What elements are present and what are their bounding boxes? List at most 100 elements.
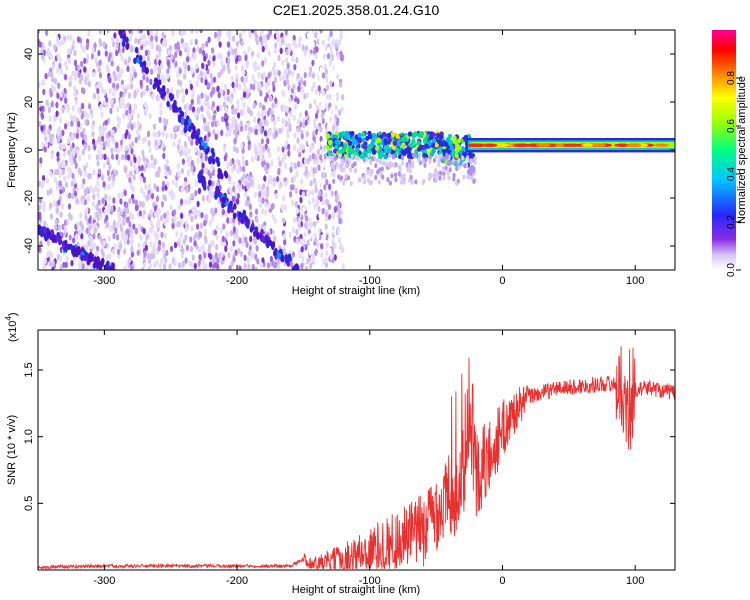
heatmap-noise-cell (232, 226, 236, 233)
heatmap-noise-cell (98, 80, 102, 88)
heatmap-noise-cell (77, 71, 81, 79)
heatmap-noise-cell (57, 82, 61, 90)
heatmap-noise-cell (254, 266, 258, 270)
heatmap-noise-cell (255, 216, 259, 223)
heatmap-noise-cell (223, 94, 227, 102)
heatmap-track-cell (270, 242, 275, 249)
heatmap-noise-cell (45, 177, 50, 184)
heatmap-track-cell (64, 246, 68, 253)
heatmap-halo-cell (451, 158, 455, 164)
heatmap-noise-cell (198, 246, 202, 253)
heatmap-noise-cell (42, 263, 46, 270)
heatmap-noise-cell (149, 241, 153, 248)
heatmap-track-cell (122, 30, 126, 36)
heatmap-noise-cell (190, 139, 194, 146)
heatmap-noise-cell (300, 78, 304, 85)
heatmap-noise-cell (289, 191, 293, 198)
heatmap-track-cell (34, 227, 38, 233)
heatmap-noise-cell (250, 30, 254, 34)
heatmap-noise-cell (140, 187, 144, 194)
heatmap-noise-cell (88, 172, 92, 180)
heatmap-noise-cell (238, 237, 242, 244)
heatmap-halo-cell (435, 172, 439, 178)
heatmap-gap-cell (304, 150, 307, 157)
heatmap-noise-cell (48, 116, 52, 123)
heatmap-noise-cell (293, 103, 297, 111)
heatmap-noise-cell (70, 114, 74, 121)
heatmap-noise-cell (337, 209, 341, 216)
heatmap-signal-cell (395, 133, 400, 139)
heatmap-noise-cell (107, 195, 112, 202)
heatmap-noise-cell (186, 102, 190, 110)
heatmap-noise-cell (122, 211, 126, 218)
heatmap-noise-cell (215, 243, 219, 251)
heatmap-noise-cell (197, 150, 201, 157)
heatmap-noise-cell (195, 80, 199, 87)
heatmap-signal-cell (438, 134, 444, 140)
heatmap-noise-cell (320, 112, 324, 119)
heatmap-noise-cell (334, 104, 338, 111)
heatmap-noise-cell (242, 160, 246, 167)
heatmap-noise-cell (95, 139, 99, 147)
heatmap-noise-cell (328, 183, 332, 190)
heatmap-noise-cell (51, 260, 56, 267)
heatmap-halo-cell (367, 152, 371, 158)
heatmap-noise-cell (235, 73, 239, 80)
heatmap-signal-cell (451, 149, 456, 155)
heatmap-signal-cell (411, 138, 416, 144)
heatmap-noise-cell (64, 103, 68, 111)
heatmap-noise-cell (80, 233, 84, 240)
heatmap-noise-cell (166, 87, 170, 95)
heatmap-noise-cell (221, 208, 226, 216)
heatmap-noise-cell (266, 262, 271, 269)
heatmap-noise-cell (76, 148, 80, 155)
heatmap-noise-cell (86, 112, 90, 119)
heatmap-noise-cell (173, 241, 178, 249)
heatmap-noise-cell (112, 82, 116, 89)
heatmap-gap-cell (309, 54, 313, 61)
heatmap-noise-cell (107, 175, 111, 182)
heatmap-noise-cell (92, 169, 96, 176)
heatmap-noise-cell (87, 80, 91, 88)
heatmap-halo-cell (437, 159, 441, 165)
heatmap-noise-cell (337, 40, 341, 47)
heatmap-noise-cell (125, 201, 129, 209)
heatmap-noise-cell (251, 156, 255, 163)
heatmap-noise-cell (79, 170, 83, 177)
heatmap-signal-cell (438, 146, 443, 152)
signal-band-peak (581, 143, 595, 147)
heatmap-noise-cell (164, 170, 168, 177)
heatmap-noise-cell (110, 35, 115, 43)
heatmap-gap-cell (319, 259, 323, 266)
heatmap-noise-cell (181, 248, 185, 255)
heatmap-noise-cell (121, 191, 125, 198)
heatmap-noise-cell (235, 81, 239, 89)
heatmap-noise-cell (314, 52, 318, 60)
heatmap-noise-cell (112, 41, 116, 48)
heatmap-noise-cell (194, 38, 198, 46)
heatmap-noise-cell (158, 116, 162, 124)
heatmap-noise-cell (42, 205, 46, 213)
heatmap-noise-cell (96, 160, 100, 167)
heatmap-noise-cell (119, 139, 124, 146)
heatmap-noise-cell (69, 168, 73, 175)
heatmap-noise-cell (56, 67, 60, 74)
heatmap-noise-cell (150, 193, 155, 200)
heatmap-gap-cell (321, 226, 324, 233)
heatmap-noise-cell (97, 148, 101, 155)
heatmap-noise-cell (156, 185, 160, 193)
heatmap-noise-cell (196, 107, 200, 114)
heatmap-noise-cell (38, 180, 42, 187)
heatmap-noise-cell (105, 64, 109, 71)
heatmap-halo-cell (342, 180, 346, 186)
heatmap-noise-cell (287, 117, 291, 124)
heatmap-noise-cell (324, 211, 329, 218)
heatmap-halo-cell (328, 155, 332, 161)
heatmap-noise-cell (143, 160, 147, 168)
heatmap-noise-cell (201, 195, 205, 202)
heatmap-halo-cell (439, 170, 443, 176)
heatmap-noise-cell (128, 143, 132, 150)
heatmap-noise-cell (143, 261, 147, 268)
heatmap-noise-cell (128, 227, 132, 235)
heatmap-noise-cell (309, 222, 313, 229)
